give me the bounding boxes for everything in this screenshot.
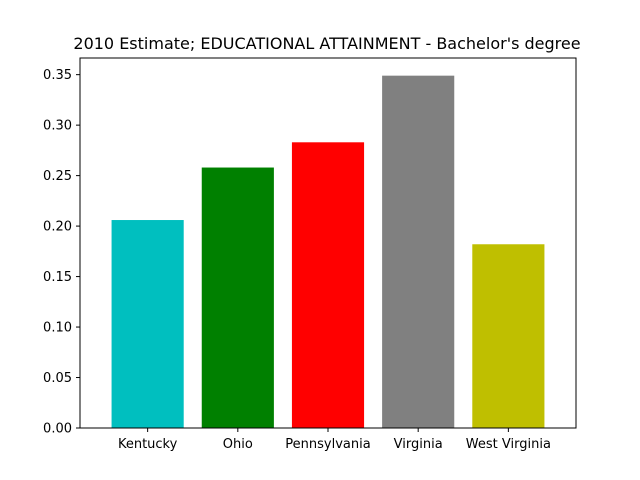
- y-tick-label: 0.35: [43, 68, 72, 83]
- y-tick-label: 0.00: [43, 422, 72, 437]
- y-tick-label: 0.15: [43, 270, 72, 285]
- bar-pennsylvania: [291, 142, 365, 428]
- bar-west-virginia: [472, 244, 545, 428]
- x-tick-label-kentucky: Kentucky: [118, 437, 178, 452]
- plot-frame: [79, 57, 577, 429]
- x-axis: Kentucky Ohio Pennsylvania Virginia West Vir…: [118, 428, 551, 452]
- y-tick-label: 0.10: [43, 321, 72, 336]
- x-tick-label-ohio: Ohio: [223, 437, 253, 452]
- x-tick-label-pennsylvania: Pennsylvania: [285, 437, 370, 452]
- chart-title: 2010 Estimate; EDUCATIONAL ATTAINMENT - …: [73, 34, 580, 53]
- bar-virginia: [382, 75, 455, 429]
- y-tick-label: 0.30: [43, 119, 72, 134]
- y-axis: 0.00 0.05 0.10 0.15 0.20 0.25 0.30 0.35: [43, 68, 80, 437]
- y-tick-label: 0.20: [43, 220, 72, 235]
- x-tick-label-west-virginia: West Virginia: [466, 437, 551, 452]
- bars: [111, 75, 545, 429]
- y-tick-label: 0.05: [43, 371, 72, 386]
- bar-kentucky: [111, 220, 184, 428]
- bar-ohio: [201, 167, 274, 429]
- x-tick-label-virginia: Virginia: [394, 437, 443, 452]
- y-tick-label: 0.25: [43, 169, 72, 184]
